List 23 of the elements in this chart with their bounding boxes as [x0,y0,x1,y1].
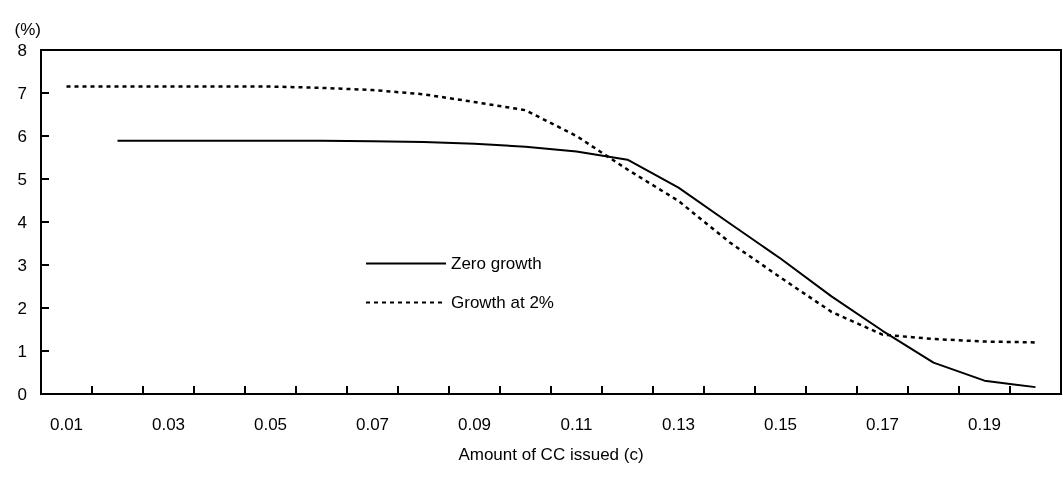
y-tick-label: 3 [17,255,27,275]
x-tick-label: 0.17 [865,415,900,434]
y-tick-label: 0 [17,384,27,404]
legend-label: Zero growth [451,254,542,273]
x-tick-label: 0.19 [967,415,1002,434]
x-tick-label: 0.13 [661,415,696,434]
y-tick-label: 6 [17,126,27,146]
y-tick-label: 5 [17,169,27,189]
x-tick-label: 0.05 [253,415,288,434]
x-tick-label: 0.11 [560,415,593,434]
x-tick-label: 0.07 [355,415,390,434]
x-tick-label: 0.01 [49,415,84,434]
y-axis-title: (%) [14,20,41,39]
y-tick-label: 4 [17,212,27,232]
y-tick-label: 7 [17,83,27,103]
x-axis-title: Amount of CC issued (c) [458,445,644,464]
x-tick-label: 0.03 [151,415,186,434]
legend-label: Growth at 2% [451,293,554,312]
x-tick-label: 0.09 [457,415,492,434]
y-tick-label: 8 [17,40,27,60]
y-tick-label: 1 [17,341,27,361]
x-tick-label: 0.15 [763,415,798,434]
y-tick-label: 2 [17,298,27,318]
